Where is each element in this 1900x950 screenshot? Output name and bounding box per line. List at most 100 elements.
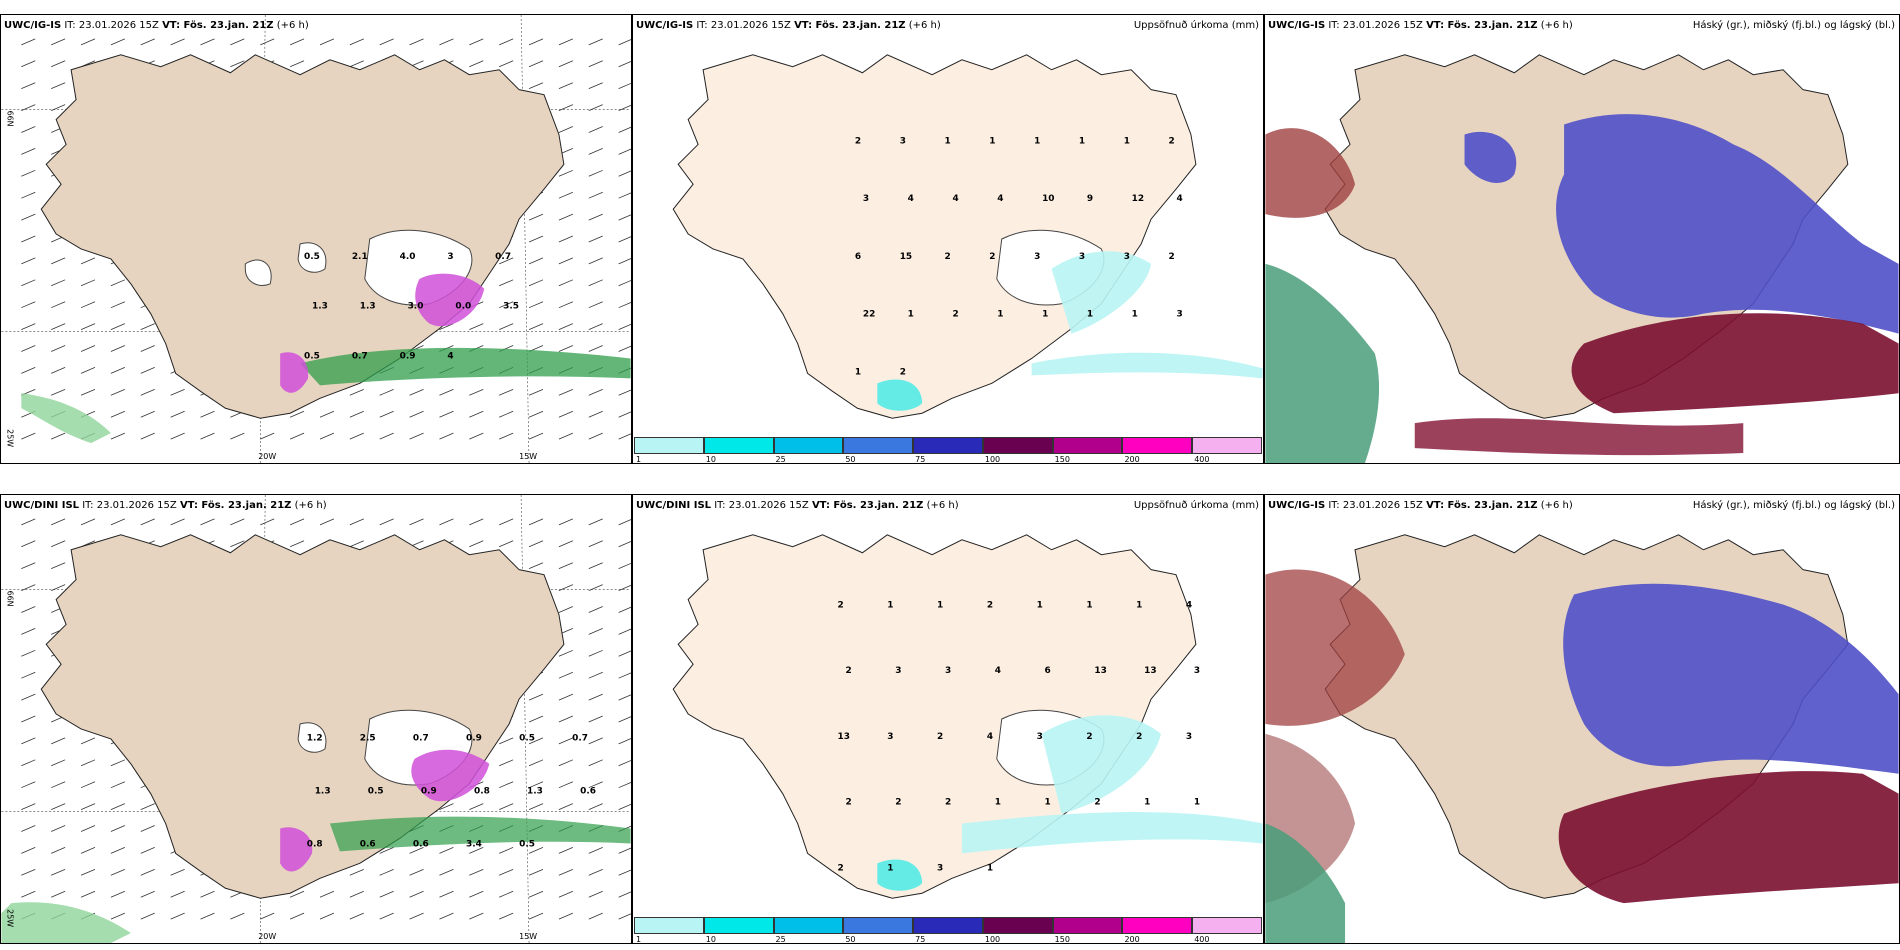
map-value-label: 1 xyxy=(1042,310,1048,320)
cloud-title: Háský (gr.), miðský (fj.bl.) og lágský (… xyxy=(1692,500,1895,511)
map-value-label: 2 xyxy=(987,600,993,610)
wind-barb xyxy=(528,847,544,854)
map-value-label: 0.9 xyxy=(466,734,482,744)
map-value-label: 0.9 xyxy=(400,351,416,361)
glacier-hofsjokull xyxy=(297,242,327,273)
wind-barb xyxy=(528,432,544,440)
cloud-red-3 xyxy=(1414,418,1744,456)
colorbar-tick: 10 xyxy=(705,935,716,944)
map-value-label: 4 xyxy=(997,194,1003,204)
wind-barb xyxy=(588,868,603,876)
wind-barb xyxy=(21,279,36,287)
wind-barb xyxy=(51,82,66,90)
wind-map: 0.5 2.1 4.0 3 0.7 1.3 1.3 3.0 0.0 3.5 0.5 0.7 0.9 4 2… xyxy=(1,15,631,463)
wind-barb xyxy=(349,38,364,46)
wind-barb xyxy=(110,759,126,767)
wind-barb xyxy=(499,540,514,548)
wind-barb xyxy=(558,301,574,309)
wind-barb xyxy=(558,912,574,920)
wind-barb xyxy=(528,781,544,789)
wind-barb xyxy=(528,82,544,90)
wind-barb xyxy=(51,825,66,832)
colorbar-segment xyxy=(1122,437,1193,454)
map-value-label: 1 xyxy=(1079,136,1085,146)
map-value-label: 1 xyxy=(1124,136,1130,146)
wind-barb xyxy=(379,388,394,396)
colorbar-tick: 200 xyxy=(1124,935,1140,944)
wind-barb xyxy=(319,38,335,46)
map-value-label: 1.3 xyxy=(315,787,331,797)
wind-barb xyxy=(289,38,305,46)
wind-barb xyxy=(409,388,424,396)
wind-barb xyxy=(588,410,603,418)
wind-barb xyxy=(379,847,394,854)
wind-barb xyxy=(528,323,544,330)
wind-barb xyxy=(469,38,484,46)
wind-barb xyxy=(349,432,364,440)
wind-barb xyxy=(110,825,126,832)
map-value-label: 1 xyxy=(908,310,914,320)
wind-barb xyxy=(618,847,631,854)
wind-barb xyxy=(439,868,454,876)
labels-bottom-left: 1.2 2.5 0.7 0.9 0.5 0.7 1.3 0.5 0.9 0.8 1.3 0.6 0.8 0… xyxy=(307,734,596,850)
wind-barb xyxy=(409,890,424,898)
colorbar-segment xyxy=(703,437,774,454)
wind-barb xyxy=(21,868,36,876)
cloud-green-coast xyxy=(1265,263,1380,463)
wind-barb xyxy=(21,781,36,789)
wind-barb xyxy=(140,825,155,832)
wind-barb xyxy=(618,170,631,177)
wind-barb xyxy=(528,540,544,548)
wind-barb xyxy=(588,759,603,767)
wind-barb xyxy=(21,213,36,221)
wind-barb xyxy=(260,518,275,526)
lon-label-15w: 15W xyxy=(519,932,537,941)
map-value-label: 0.6 xyxy=(360,840,376,850)
wind-barb xyxy=(588,82,603,90)
wind-barb xyxy=(439,890,454,898)
wind-barb xyxy=(618,280,631,287)
map-value-label: 1 xyxy=(1045,798,1051,808)
colorbar-tick: 25 xyxy=(775,935,786,944)
map-value-label: 6 xyxy=(855,252,861,262)
green-band-2 xyxy=(21,393,111,444)
wind-barb xyxy=(21,584,36,591)
map-value-label: 3 xyxy=(1124,252,1130,262)
cloud-panel-top: UWC/IG-IS IT: 23.01.2026 15Z VT: Fös. 23… xyxy=(1264,14,1900,464)
wind-barb xyxy=(499,410,514,418)
panel-title: UWC/IG-IS IT: 23.01.2026 15Z VT: Fös. 23… xyxy=(4,20,309,31)
map-value-label: 1 xyxy=(887,863,893,873)
wind-barb xyxy=(558,737,574,745)
wind-barb xyxy=(618,913,631,920)
map-value-label: 12 xyxy=(1132,194,1144,204)
wind-barb xyxy=(469,912,484,920)
wind-barb xyxy=(21,345,36,352)
map-value-label: 4 xyxy=(987,732,993,742)
wind-barb xyxy=(110,388,126,396)
map-value-label: 3 xyxy=(1176,310,1182,320)
wind-barb xyxy=(140,345,155,352)
wind-barb xyxy=(51,540,66,548)
map-value-label: 1 xyxy=(945,136,951,146)
map-value-label: 1.3 xyxy=(360,302,376,312)
colorbar-segment xyxy=(843,437,914,454)
wind-barb xyxy=(51,432,66,440)
map-value-label: 2 xyxy=(855,136,861,146)
wind-barb xyxy=(349,518,364,526)
map-value-label: 2 xyxy=(945,252,951,262)
wind-barb xyxy=(558,235,574,243)
colorbar-tick: 10 xyxy=(705,455,716,464)
wind-barb xyxy=(528,38,544,46)
wind-barb xyxy=(618,126,631,133)
wind-barb xyxy=(588,671,603,679)
wind-barb xyxy=(409,868,424,876)
wind-barb xyxy=(618,214,631,221)
wind-barb xyxy=(588,693,603,701)
map-value-label: 13 xyxy=(1144,666,1156,676)
wind-barb xyxy=(499,388,514,396)
wind-barb xyxy=(499,781,514,789)
glacier-langjokull xyxy=(244,259,272,286)
colorbar-tick: 200 xyxy=(1124,455,1140,464)
wind-barb xyxy=(528,737,544,745)
colorbar-tick: 1 xyxy=(636,455,642,464)
